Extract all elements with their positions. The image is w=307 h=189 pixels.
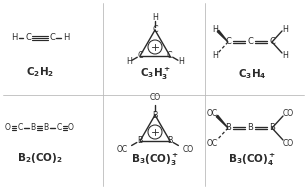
Text: C: C bbox=[225, 37, 231, 46]
Text: B: B bbox=[152, 111, 158, 119]
Text: H: H bbox=[126, 57, 132, 67]
Text: H: H bbox=[212, 25, 218, 33]
Text: C: C bbox=[25, 33, 31, 43]
Text: $\mathbf{C_2H_2}$: $\mathbf{C_2H_2}$ bbox=[26, 65, 54, 79]
Text: H: H bbox=[152, 12, 158, 22]
Text: C: C bbox=[247, 37, 253, 46]
Text: H: H bbox=[63, 33, 69, 43]
Text: C: C bbox=[152, 26, 158, 35]
Text: B: B bbox=[167, 136, 173, 145]
Text: $\mathbf{B_2(CO)_2}$: $\mathbf{B_2(CO)_2}$ bbox=[17, 151, 63, 165]
Text: B: B bbox=[225, 123, 231, 132]
Text: O: O bbox=[68, 123, 74, 132]
Text: C: C bbox=[17, 123, 23, 132]
Text: B: B bbox=[247, 123, 253, 132]
Text: C: C bbox=[56, 123, 62, 132]
Text: O: O bbox=[5, 123, 11, 132]
Text: OC: OC bbox=[117, 145, 128, 154]
Text: CO: CO bbox=[182, 145, 193, 154]
Text: CO: CO bbox=[282, 139, 293, 147]
Text: OC: OC bbox=[206, 139, 218, 147]
Text: $\mathbf{B_3(CO)_3^+}$: $\mathbf{B_3(CO)_3^+}$ bbox=[131, 152, 179, 168]
Polygon shape bbox=[216, 115, 228, 128]
Text: C: C bbox=[269, 37, 275, 46]
Text: H: H bbox=[282, 25, 288, 33]
Text: OC: OC bbox=[206, 108, 218, 118]
Text: H: H bbox=[282, 50, 288, 60]
Text: H: H bbox=[11, 33, 17, 43]
Text: B: B bbox=[30, 123, 36, 132]
Text: $\mathbf{C_3H_3^+}$: $\mathbf{C_3H_3^+}$ bbox=[140, 66, 170, 82]
Text: $\mathbf{B_3(CO)_4^+}$: $\mathbf{B_3(CO)_4^+}$ bbox=[228, 152, 276, 168]
Text: B: B bbox=[269, 123, 275, 132]
Text: B: B bbox=[43, 123, 49, 132]
Text: H: H bbox=[212, 50, 218, 60]
Text: CO: CO bbox=[282, 108, 293, 118]
Text: $\mathbf{C_3H_4}$: $\mathbf{C_3H_4}$ bbox=[238, 67, 266, 81]
Text: C: C bbox=[138, 51, 143, 60]
Text: B: B bbox=[138, 136, 143, 145]
Text: C: C bbox=[49, 33, 55, 43]
Text: CO: CO bbox=[150, 92, 161, 101]
Polygon shape bbox=[217, 30, 228, 42]
Text: H: H bbox=[178, 57, 184, 67]
Text: C: C bbox=[167, 51, 173, 60]
